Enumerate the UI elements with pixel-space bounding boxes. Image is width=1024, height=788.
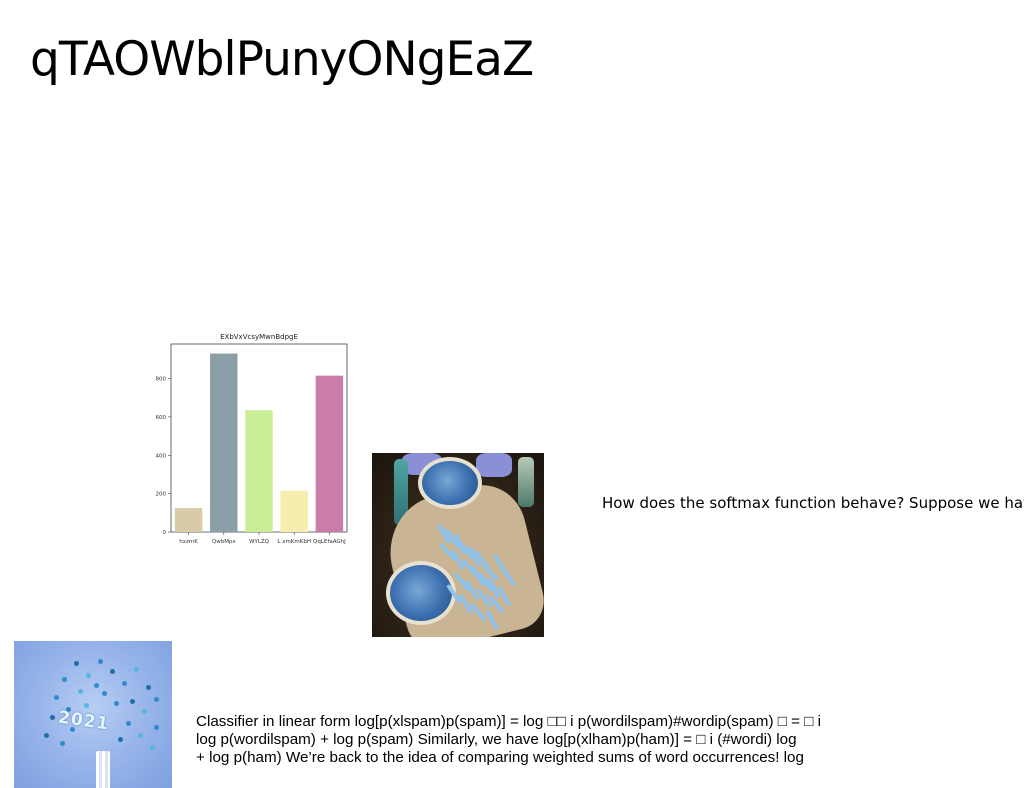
bar [280,490,308,532]
confetti-dot [66,707,71,712]
slide-title: qTAOWblPunyONgEaZ [30,32,534,87]
confetti-dot [134,667,139,672]
bar [245,410,273,532]
confetti-dot [86,673,91,678]
bar [315,375,344,532]
confetti-dot [154,697,159,702]
confetti-cup [96,751,110,788]
classifier-text: Classifier in linear form log[p(xlspam)p… [196,713,821,766]
confetti-dot [54,695,59,700]
bottle-right [518,457,534,507]
confetti-dot [122,681,127,686]
y-tick-label: 800 [156,377,167,383]
new-year-photo: 2021 [14,641,172,788]
confetti-dot [50,715,55,720]
confetti-dot [78,689,83,694]
y-tick-label: 0 [163,530,167,536]
confetti-dot [154,725,159,730]
bar-chart: EXbVxVcsyMwnBdpgE 0 200 400 600 800 hxzmK QwbMp… [140,328,355,550]
bar-chart-svg: EXbVxVcsyMwnBdpgE 0 200 400 600 800 hxzmK QwbMp… [156,333,348,545]
confetti-dot [110,669,115,674]
confetti-dot [98,659,103,664]
confetti-dot [126,721,131,726]
question-text: How does the softmax function behave? Su… [602,494,1024,512]
y-tick-label: 600 [156,415,167,421]
confetti-dot [142,709,147,714]
confetti-dot [146,685,151,690]
confetti-dot [62,677,67,682]
confetti-dot [94,683,99,688]
bowl-bottom [386,561,456,625]
x-tick-label: hxzmK [179,539,198,545]
y-tick-label: 200 [156,492,167,498]
confetti-dot [138,733,143,738]
x-tick-label: L xmKmKbH [277,539,311,545]
bar [210,353,238,532]
confetti-dot [118,737,123,742]
x-tick-label: QqLEfaAGhJ [313,539,346,545]
bowl-top [418,457,482,509]
confetti-dot [114,701,119,706]
confetti-dot [70,727,75,732]
y-tick-label: 400 [156,453,167,459]
confetti-dot [130,699,135,704]
confetti-dot [44,733,49,738]
bar [174,508,203,532]
bottle-left [394,459,408,525]
pills-photo [372,453,544,637]
new-year-photo-text: 2021 [56,707,111,735]
glove-right [476,453,512,477]
x-tick-label: QwbMpx [212,539,237,545]
confetti-dot [84,703,89,708]
chart-title: EXbVxVcsyMwnBdpgE [220,333,298,341]
confetti-dot [150,745,155,750]
confetti-dot [74,661,79,666]
confetti-dot [60,741,65,746]
confetti-dot [102,691,107,696]
x-tick-label: WYLZQ [249,539,270,545]
